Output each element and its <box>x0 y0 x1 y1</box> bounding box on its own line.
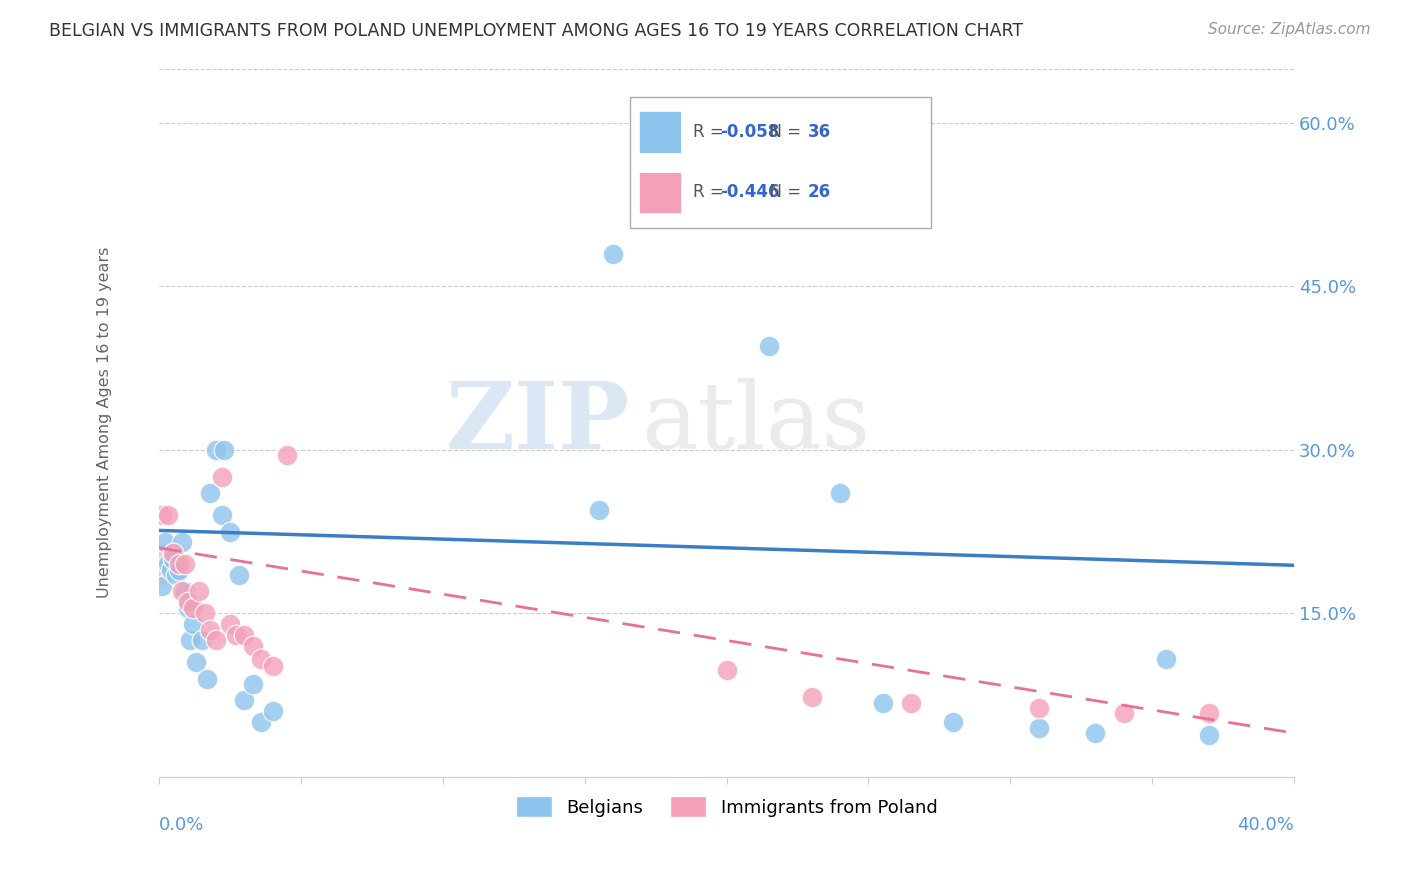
Point <box>942 715 965 730</box>
Point <box>1084 726 1107 740</box>
Text: R =: R = <box>693 184 730 202</box>
Point <box>150 579 173 593</box>
Point <box>225 628 247 642</box>
Point <box>167 558 190 572</box>
Text: 0.0%: 0.0% <box>159 815 204 833</box>
Point <box>162 551 184 566</box>
Point <box>200 486 222 500</box>
Point <box>233 693 256 707</box>
Point <box>181 617 204 632</box>
Point <box>156 508 179 523</box>
Point <box>1112 706 1135 721</box>
Point <box>153 535 176 549</box>
Point <box>205 442 228 457</box>
Text: ZIP: ZIP <box>446 377 630 467</box>
Point <box>205 633 228 648</box>
Point <box>211 508 233 523</box>
Text: -0.446: -0.446 <box>720 184 780 202</box>
Bar <box>640 112 681 153</box>
Text: 26: 26 <box>807 184 831 202</box>
Point <box>170 535 193 549</box>
Point <box>1028 721 1050 735</box>
Point <box>193 606 215 620</box>
Point <box>250 652 273 666</box>
Text: R =: R = <box>693 123 730 141</box>
Point <box>214 442 236 457</box>
Point <box>173 558 195 572</box>
Point <box>250 715 273 730</box>
Point <box>148 558 170 572</box>
Point <box>228 568 250 582</box>
Text: Source: ZipAtlas.com: Source: ZipAtlas.com <box>1208 22 1371 37</box>
Point <box>1028 701 1050 715</box>
Point <box>1198 728 1220 742</box>
Point <box>233 628 256 642</box>
Point <box>758 339 780 353</box>
Point <box>187 584 209 599</box>
Point <box>242 677 264 691</box>
Point <box>262 658 284 673</box>
Point <box>176 600 198 615</box>
Point <box>219 524 242 539</box>
Point <box>644 170 666 185</box>
Text: -0.058: -0.058 <box>720 123 779 141</box>
Point <box>184 655 207 669</box>
Text: atlas: atlas <box>641 377 870 467</box>
Point <box>828 486 851 500</box>
Text: 40.0%: 40.0% <box>1237 815 1294 833</box>
Point <box>716 663 738 677</box>
Point <box>197 672 219 686</box>
Point <box>219 617 242 632</box>
Point <box>588 502 610 516</box>
Point <box>181 600 204 615</box>
Legend: Belgians, Immigrants from Poland: Belgians, Immigrants from Poland <box>509 789 945 824</box>
Point <box>150 508 173 523</box>
Point <box>170 584 193 599</box>
Point <box>276 448 298 462</box>
Point <box>900 696 922 710</box>
Point <box>165 568 187 582</box>
Point <box>262 704 284 718</box>
Text: N =: N = <box>759 123 807 141</box>
FancyBboxPatch shape <box>630 97 931 227</box>
Point <box>167 563 190 577</box>
Point <box>800 690 823 705</box>
Text: Unemployment Among Ages 16 to 19 years: Unemployment Among Ages 16 to 19 years <box>97 247 112 599</box>
Point <box>176 595 198 609</box>
Point <box>1154 652 1177 666</box>
Text: N =: N = <box>759 184 807 202</box>
Point <box>211 470 233 484</box>
Bar <box>640 171 681 213</box>
Point <box>1198 706 1220 721</box>
Point <box>242 639 264 653</box>
Point <box>200 623 222 637</box>
Point <box>872 696 894 710</box>
Text: BELGIAN VS IMMIGRANTS FROM POLAND UNEMPLOYMENT AMONG AGES 16 TO 19 YEARS CORRELA: BELGIAN VS IMMIGRANTS FROM POLAND UNEMPL… <box>49 22 1024 40</box>
Point <box>162 546 184 560</box>
Point <box>179 633 201 648</box>
Point <box>190 633 212 648</box>
Point <box>156 558 179 572</box>
Point <box>159 563 181 577</box>
Text: 36: 36 <box>807 123 831 141</box>
Point <box>602 246 624 260</box>
Point <box>173 584 195 599</box>
